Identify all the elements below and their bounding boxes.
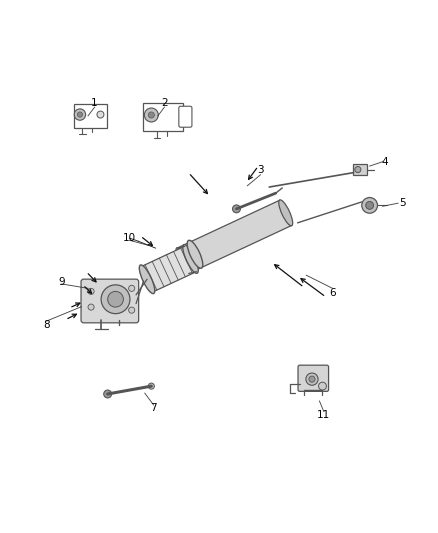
Text: 11: 11 bbox=[317, 410, 330, 420]
Circle shape bbox=[74, 109, 85, 120]
Text: 5: 5 bbox=[399, 198, 406, 208]
Circle shape bbox=[355, 166, 361, 173]
Circle shape bbox=[233, 205, 240, 213]
FancyBboxPatch shape bbox=[298, 365, 328, 391]
FancyBboxPatch shape bbox=[81, 279, 139, 323]
Circle shape bbox=[88, 288, 94, 294]
Circle shape bbox=[362, 198, 378, 213]
Text: 8: 8 bbox=[43, 320, 50, 330]
Circle shape bbox=[306, 373, 318, 385]
Text: 1: 1 bbox=[91, 98, 98, 108]
Circle shape bbox=[88, 304, 94, 310]
Circle shape bbox=[78, 112, 82, 117]
Ellipse shape bbox=[187, 240, 203, 268]
FancyBboxPatch shape bbox=[353, 164, 367, 175]
Circle shape bbox=[129, 307, 135, 313]
Text: 3: 3 bbox=[257, 165, 264, 175]
Circle shape bbox=[97, 111, 104, 118]
Text: 9: 9 bbox=[59, 277, 65, 287]
FancyBboxPatch shape bbox=[74, 104, 106, 128]
Circle shape bbox=[129, 285, 135, 292]
Circle shape bbox=[366, 201, 374, 209]
Text: 7: 7 bbox=[150, 403, 157, 414]
Circle shape bbox=[318, 382, 326, 390]
Circle shape bbox=[104, 390, 112, 398]
FancyBboxPatch shape bbox=[144, 102, 183, 131]
Circle shape bbox=[309, 376, 315, 382]
Text: 2: 2 bbox=[161, 98, 168, 108]
Circle shape bbox=[148, 383, 154, 389]
Ellipse shape bbox=[139, 265, 155, 294]
Text: 4: 4 bbox=[381, 157, 388, 167]
Text: 10: 10 bbox=[123, 233, 136, 243]
Circle shape bbox=[108, 292, 124, 307]
Text: 6: 6 bbox=[329, 288, 336, 298]
FancyBboxPatch shape bbox=[179, 106, 192, 127]
Ellipse shape bbox=[279, 200, 293, 226]
Circle shape bbox=[148, 112, 154, 118]
Ellipse shape bbox=[183, 245, 198, 273]
Circle shape bbox=[101, 285, 130, 313]
Circle shape bbox=[145, 108, 158, 122]
Ellipse shape bbox=[176, 248, 190, 274]
Polygon shape bbox=[141, 246, 197, 292]
Polygon shape bbox=[177, 200, 292, 273]
